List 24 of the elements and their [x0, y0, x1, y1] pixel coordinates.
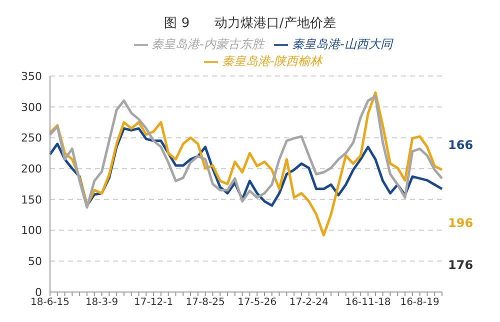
legend-label: 秦皇岛港-内蒙古东胜 — [152, 37, 264, 51]
y-tick-label: 150 — [21, 193, 42, 206]
text: 176 — [448, 258, 474, 272]
x-tick-label: 17-12-1 — [134, 297, 174, 308]
text: 166 — [448, 138, 474, 152]
x-tick-label: 17-8-25 — [186, 297, 225, 308]
y-tick-label: 0 — [35, 286, 42, 299]
x-tick-label: 17-2-24 — [289, 297, 328, 308]
x-tick-label: 17-5-26 — [238, 297, 277, 308]
text: 196 — [448, 216, 474, 230]
y-tick-label: 300 — [21, 100, 42, 114]
line-series — [48, 95, 444, 209]
x-tick-label: 16-8-19 — [400, 297, 440, 308]
x-tick-label: 18-6-15 — [30, 297, 70, 308]
y-tick-label: 250 — [21, 132, 42, 145]
y-tick-label: 50 — [28, 255, 42, 268]
legend-label: 秦皇岛港-山西大同 — [292, 37, 392, 51]
x-tick-label: 16-11-18 — [345, 297, 391, 308]
chart-title: 图 9 动力煤港口/产地价差 — [163, 15, 337, 32]
y-tick-label: 200 — [21, 162, 42, 176]
x-tick-label: 18-3-9 — [85, 297, 118, 308]
legend-label: 秦皇岛港-陕西榆林 — [222, 54, 322, 68]
y-tick-label: 100 — [21, 224, 42, 238]
y-tick-label: 350 — [21, 70, 42, 83]
